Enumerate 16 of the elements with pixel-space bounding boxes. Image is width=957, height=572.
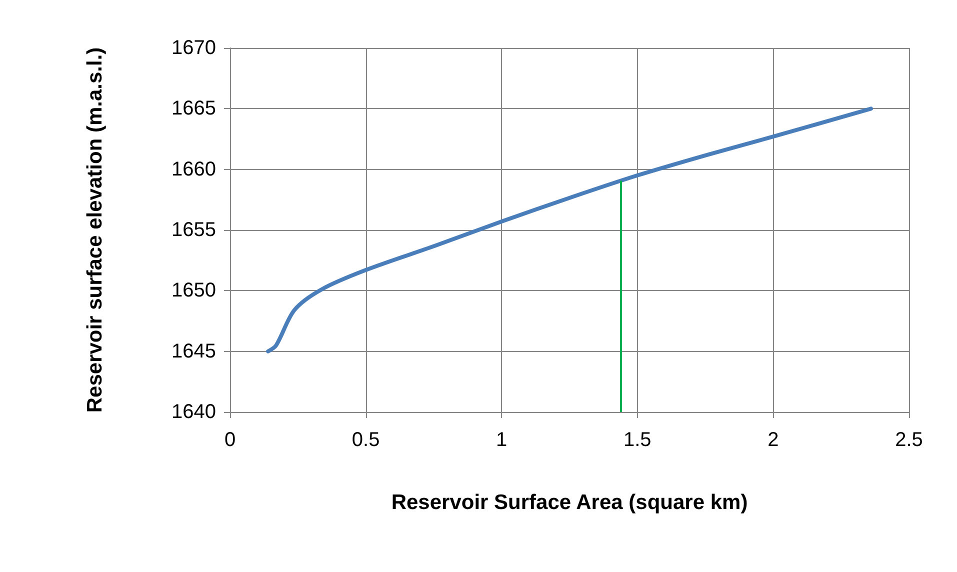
x-axis-title: Reservoir Surface Area (square km) bbox=[391, 491, 748, 514]
x-tick-label: 1 bbox=[496, 429, 508, 451]
x-tick-label: 0.5 bbox=[352, 429, 380, 451]
x-tick-label: 2.5 bbox=[895, 429, 923, 451]
x-tick-label: 2 bbox=[768, 429, 779, 451]
y-tick-label: 1665 bbox=[172, 98, 216, 120]
y-tick-label: 1650 bbox=[172, 280, 216, 302]
y-tick-label: 1655 bbox=[172, 219, 216, 241]
x-tick-label: 1.5 bbox=[623, 429, 652, 451]
y-tick-label: 1660 bbox=[172, 158, 216, 180]
x-tick-label: 0 bbox=[224, 429, 236, 451]
y-tick-label: 1670 bbox=[172, 37, 216, 59]
y-tick-label: 1640 bbox=[172, 401, 216, 423]
y-axis-title: Reservoir surface elevation (m.a.s.l.) bbox=[84, 47, 106, 413]
y-tick-label: 1645 bbox=[172, 340, 216, 362]
line-series bbox=[266, 106, 873, 354]
